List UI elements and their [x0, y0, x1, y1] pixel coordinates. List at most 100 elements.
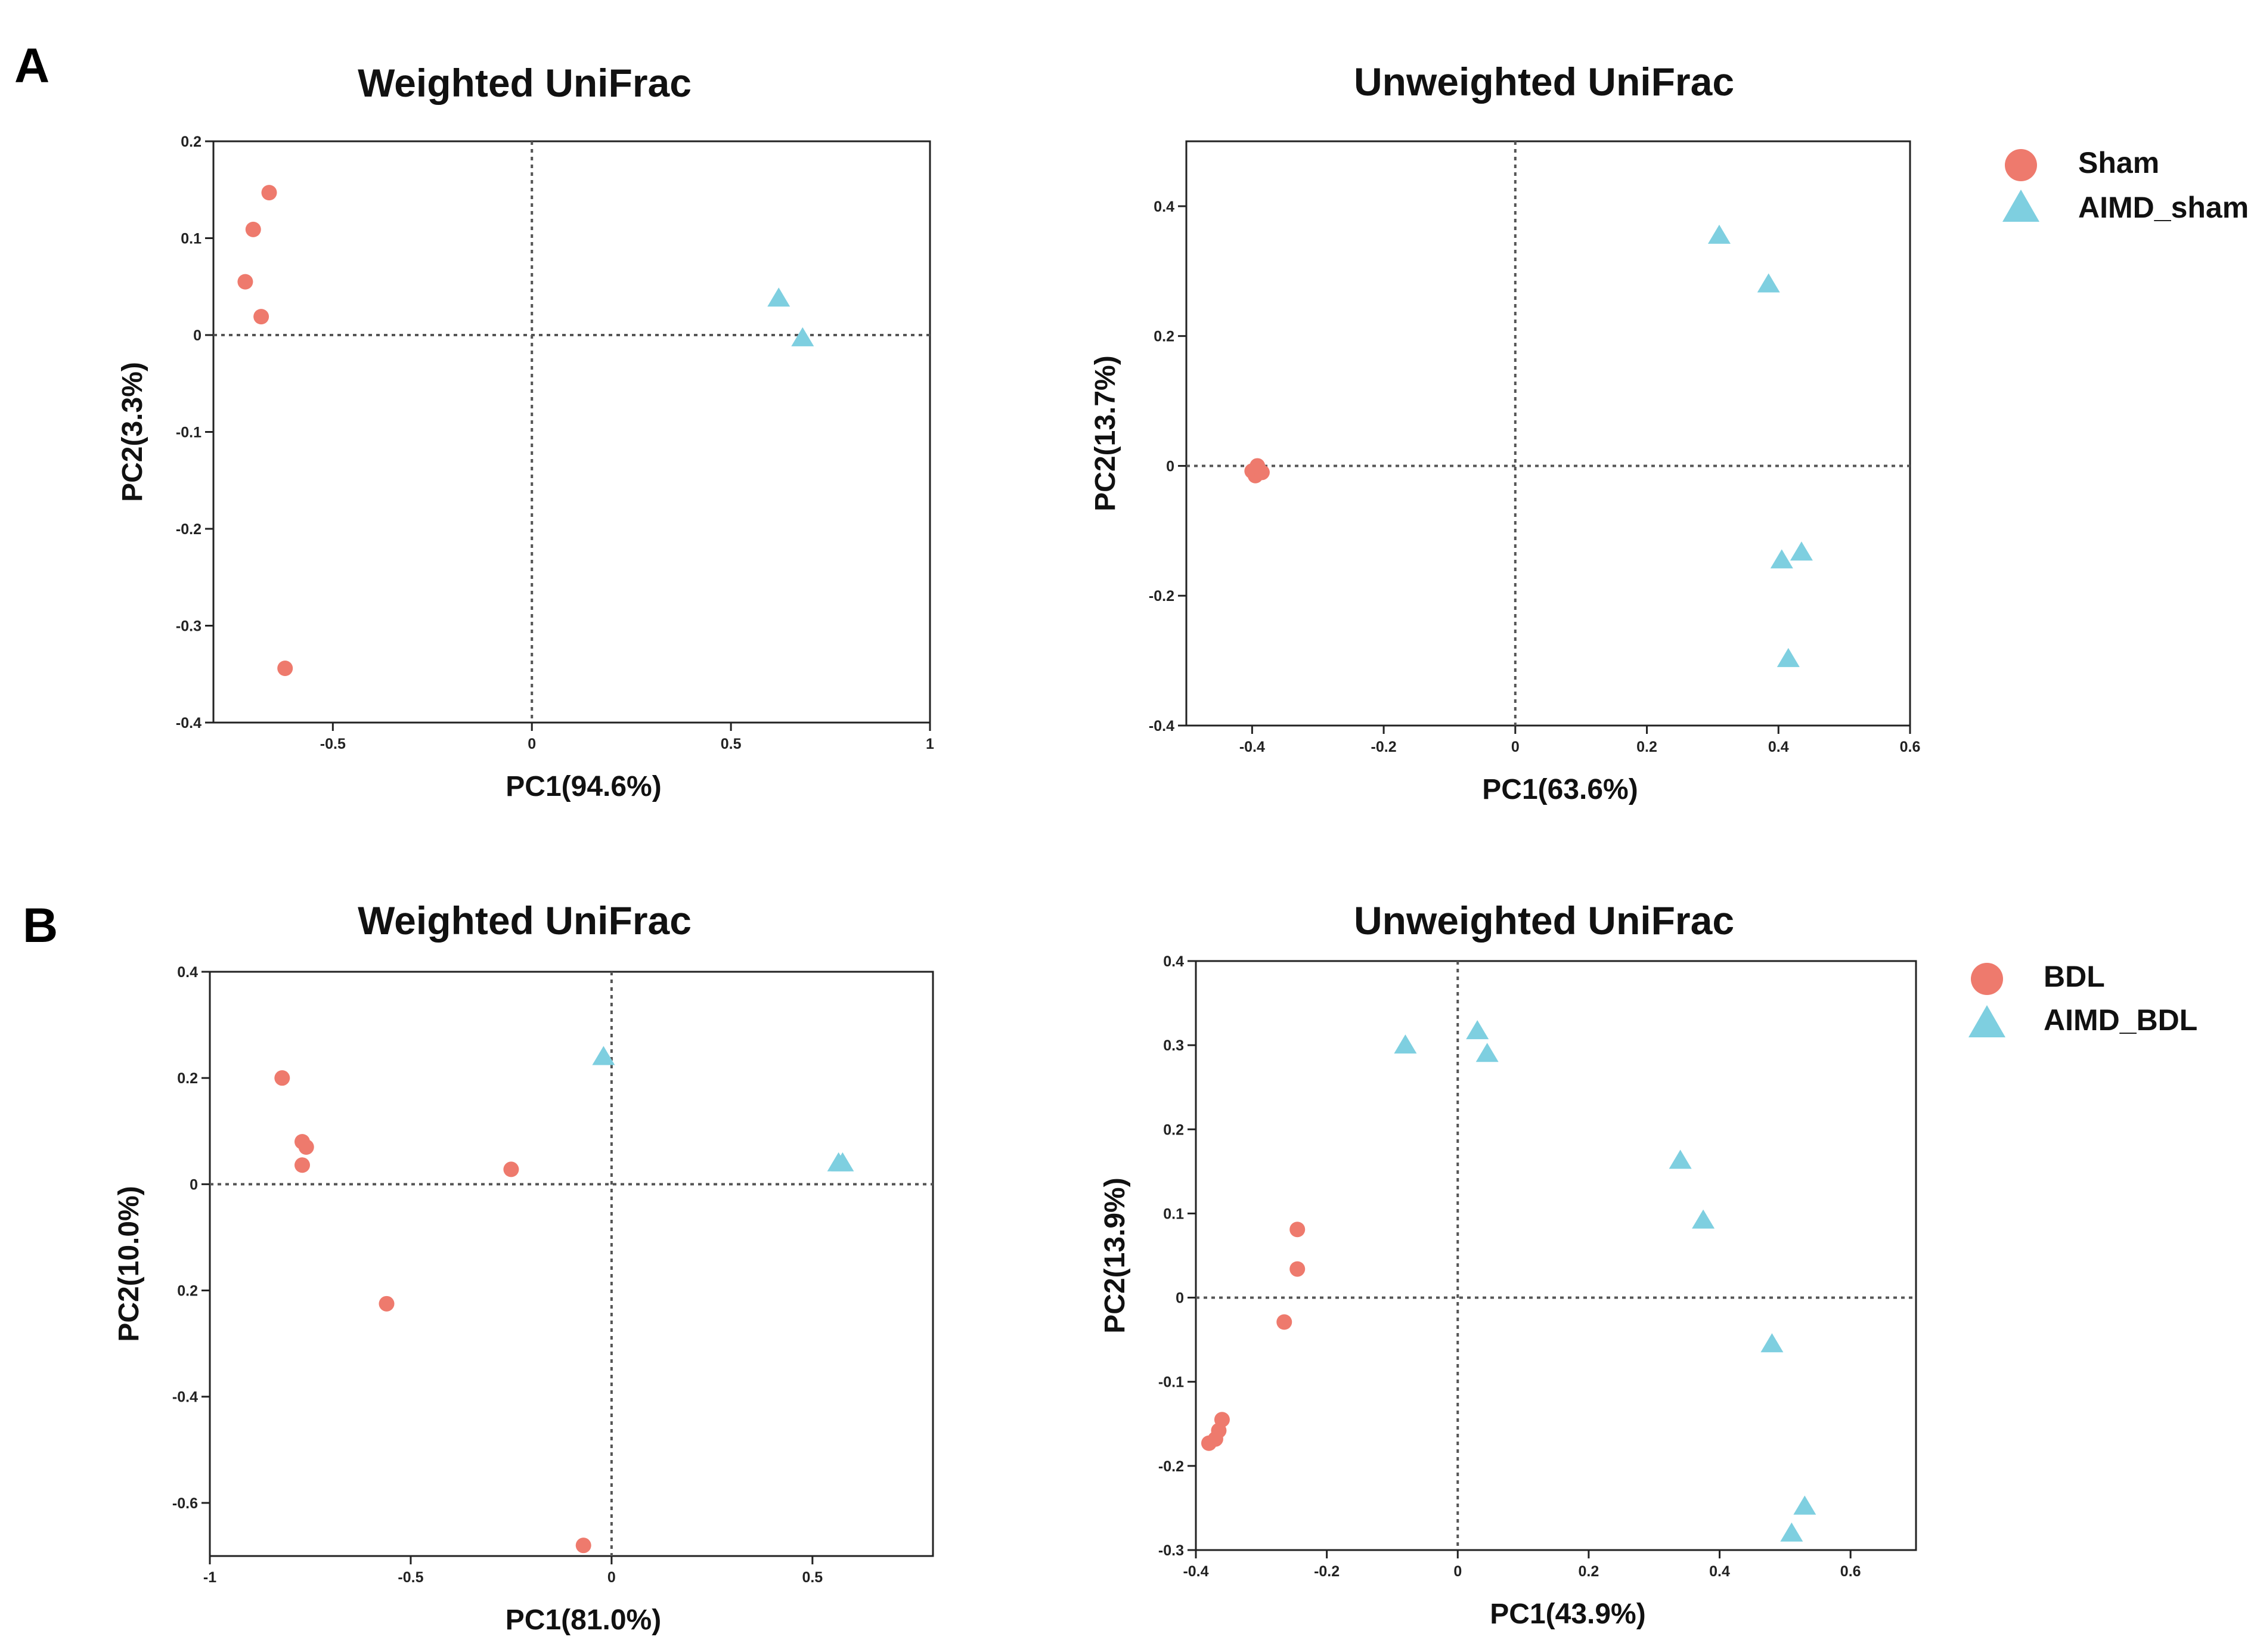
legend-aimd-bdl-marker — [1968, 1005, 2005, 1037]
x-tick-label: -0.4 — [1183, 1563, 1208, 1580]
chart-title: Weighted UniFrac — [358, 898, 692, 943]
x-tick-label: 0.4 — [1709, 1563, 1730, 1580]
y-tick-label: -0.3 — [1158, 1542, 1184, 1559]
x-tick-label: 0.6 — [1840, 1563, 1861, 1580]
panel-letter-a: A — [14, 39, 49, 93]
point-sham — [277, 661, 293, 676]
y-tick-label: 0.1 — [1163, 1205, 1184, 1222]
x-axis-label: PC1(81.0%) — [506, 1604, 661, 1636]
point-aimd-bdl — [592, 1046, 615, 1065]
point-aimd-bdl — [1466, 1020, 1489, 1040]
y-tick-label: -0.4 — [1149, 718, 1174, 734]
plot-frame — [209, 971, 934, 1557]
x-tick-label: 0 — [607, 1569, 616, 1586]
point-bdl — [1289, 1222, 1306, 1238]
plot-frame — [1185, 140, 1911, 727]
x-tick-label: 0.2 — [1579, 1563, 1599, 1580]
legend-b: BDL AIMD_BDL — [1968, 960, 2197, 1037]
x-tick-label: 0.4 — [1768, 739, 1789, 755]
point-bdl — [1276, 1314, 1292, 1330]
y-tick-label: 0.4 — [1154, 199, 1174, 215]
legend-sham-label: Sham — [2078, 146, 2159, 179]
chart-title: Unweighted UniFrac — [1354, 60, 1734, 104]
y-tick-label: 0.2 — [177, 1283, 198, 1300]
point-bdl — [298, 1139, 314, 1155]
y-tick-label: -0.4 — [172, 1389, 198, 1406]
chart-title: Weighted UniFrac — [358, 61, 692, 105]
legend-bdl-marker — [1971, 963, 2003, 995]
point-aimd-sham — [791, 327, 814, 346]
plot-frame — [1195, 960, 1917, 1551]
y-tick-label: 0.4 — [1163, 953, 1184, 970]
x-tick-label: -0.2 — [1314, 1563, 1340, 1580]
y-axis-label: PC2(13.7%) — [1090, 355, 1121, 511]
x-tick-label: 0 — [1511, 739, 1520, 755]
y-tick-label: -0.3 — [176, 618, 201, 635]
y-tick-label: -0.4 — [176, 715, 201, 732]
y-tick-label: 0 — [1166, 458, 1174, 475]
y-tick-label: 0.2 — [1154, 328, 1174, 345]
x-tick-label: 0 — [1453, 1563, 1462, 1580]
x-tick-label: 0 — [528, 736, 536, 752]
point-aimd-sham — [1790, 541, 1813, 561]
point-aimd-sham — [1757, 273, 1780, 293]
y-tick-label: -0.1 — [176, 424, 201, 441]
x-tick-label: -0.5 — [320, 736, 346, 752]
y-axis-label: PC2(10.0%) — [113, 1186, 145, 1341]
y-tick-label: 0 — [1176, 1290, 1184, 1307]
x-axis-label: PC1(43.9%) — [1490, 1598, 1645, 1630]
y-tick-label: 0.1 — [181, 231, 201, 247]
point-aimd-bdl — [1760, 1333, 1784, 1353]
point-aimd-bdl — [1475, 1043, 1499, 1062]
y-tick-label: -0.2 — [1149, 588, 1174, 605]
legend-aimd-bdl-label: AIMD_BDL — [2044, 1003, 2197, 1037]
y-tick-label: 0.3 — [1163, 1037, 1184, 1054]
x-tick-label: -1 — [203, 1569, 216, 1586]
y-tick-label: 0.2 — [1163, 1121, 1184, 1138]
point-bdl — [503, 1161, 519, 1177]
point-aimd-bdl — [1793, 1495, 1816, 1515]
legend-a: Sham AIMD_sham — [2002, 146, 2249, 224]
legend-aimd-sham-label: AIMD_sham — [2078, 191, 2249, 224]
x-tick-label: 0.6 — [1900, 739, 1921, 755]
x-tick-label: -0.2 — [1371, 739, 1397, 755]
y-tick-label: -0.2 — [1158, 1458, 1184, 1475]
y-tick-label: 0.2 — [181, 134, 201, 150]
point-bdl — [274, 1070, 290, 1086]
legend-bdl-label: BDL — [2044, 960, 2105, 993]
x-axis-label: PC1(94.6%) — [506, 771, 661, 802]
y-tick-label: 0 — [193, 327, 201, 344]
point-sham — [253, 309, 269, 325]
point-bdl — [379, 1295, 395, 1312]
point-aimd-sham — [1770, 549, 1793, 569]
panel-letter-b: B — [23, 898, 58, 953]
point-bdl — [1289, 1261, 1306, 1277]
x-tick-label: -0.5 — [398, 1569, 423, 1586]
y-tick-label: -0.1 — [1158, 1374, 1184, 1391]
y-tick-label: 0 — [190, 1176, 198, 1193]
chart-b-weighted: Weighted UniFrac -1 -0.5 0 0.5 0.4 0.2 0 0.2 -0.4… — [113, 898, 934, 1636]
point-aimd-bdl — [1394, 1034, 1417, 1054]
legend-sham-marker — [2005, 149, 2037, 181]
y-axis-label: PC2(3.3%) — [117, 362, 148, 502]
y-tick-label: 0.4 — [177, 964, 198, 981]
point-sham — [1250, 458, 1266, 474]
x-tick-label: 0.2 — [1636, 739, 1657, 755]
legend-aimd-sham-marker — [2002, 190, 2039, 222]
point-sham — [245, 221, 261, 237]
point-sham — [261, 185, 277, 201]
x-tick-label: 1 — [926, 736, 934, 752]
point-aimd-bdl — [1692, 1209, 1715, 1229]
plot-frame — [212, 140, 931, 724]
y-tick-label: -0.2 — [176, 521, 201, 538]
chart-a-weighted: Weighted UniFrac -0.5 0 0.5 1 0.2 0.1 0 -0.1 -0.2… — [117, 61, 934, 802]
chart-title: Unweighted UniFrac — [1354, 898, 1734, 943]
y-tick-label: 0.2 — [177, 1070, 198, 1087]
point-aimd-sham — [1707, 224, 1731, 244]
x-tick-label: 0.5 — [721, 736, 742, 752]
point-aimd-bdl — [831, 1152, 854, 1171]
point-aimd-sham — [767, 287, 790, 307]
chart-a-unweighted: Unweighted UniFrac -0.4 -0.2 0 0.2 0.4 0.6 0.4 0… — [1090, 60, 1920, 805]
point-sham — [237, 274, 253, 290]
